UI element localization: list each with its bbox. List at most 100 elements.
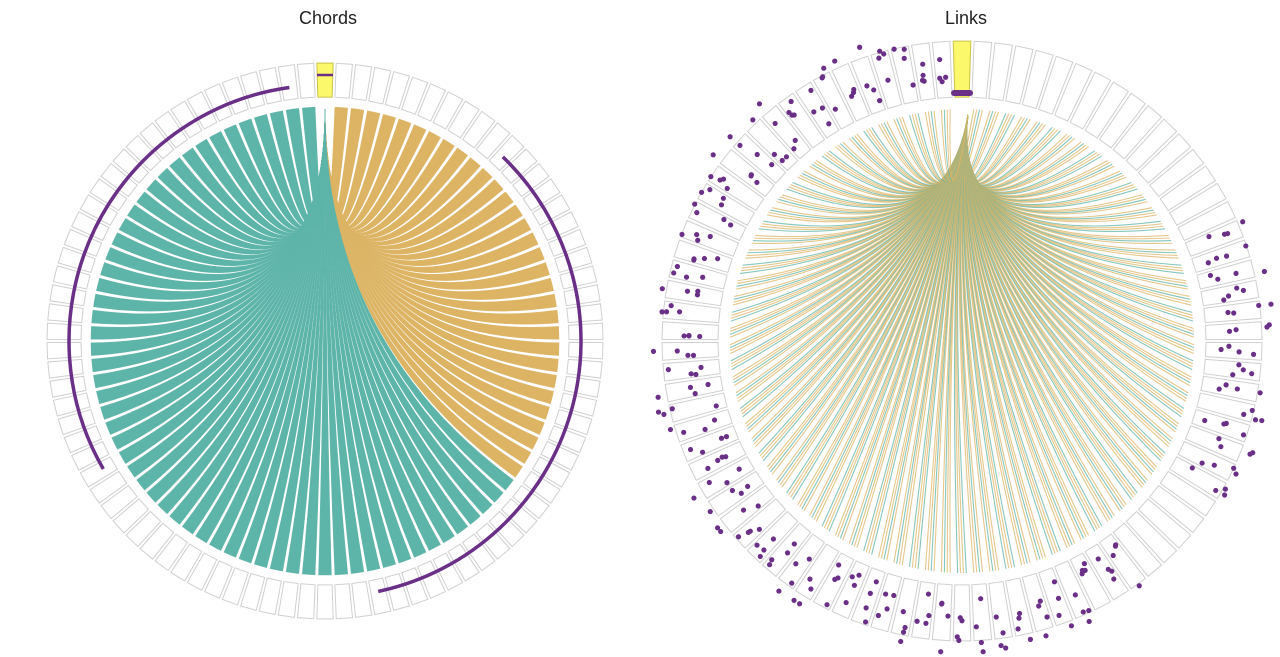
segment-53 [170, 543, 203, 582]
dot-73-3 [679, 231, 685, 238]
dot-88-0 [920, 61, 926, 67]
dot-44-3 [973, 624, 979, 630]
segment-2 [351, 64, 373, 102]
dot-89-1 [937, 56, 943, 63]
dot-84-1 [851, 86, 857, 93]
dot-59-2 [729, 487, 736, 494]
dot-28-3 [1250, 450, 1256, 456]
dot-87-2 [891, 46, 897, 52]
chord-26 [324, 108, 554, 405]
dot-26-2 [1252, 417, 1259, 423]
chord-17 [324, 108, 545, 281]
dot-26-3 [1241, 411, 1247, 417]
segment-50 [221, 567, 249, 606]
dot-19-2 [1207, 272, 1214, 279]
dot-81-3 [788, 98, 794, 105]
segment-86 [239, 71, 266, 110]
dot-69-2 [668, 303, 674, 309]
dot-25-3 [1216, 386, 1222, 392]
segment-27 [1191, 408, 1251, 443]
dot-19-1 [1233, 270, 1239, 277]
segment-25 [563, 375, 601, 398]
dot-85-1 [864, 83, 870, 89]
dot-57-3 [747, 528, 753, 534]
dot-57-1 [756, 526, 762, 532]
dot-22-3 [1226, 328, 1233, 334]
chord-48 [269, 108, 326, 572]
segment-29 [540, 440, 580, 471]
chord-56 [157, 108, 326, 515]
dot-17-1 [1206, 233, 1212, 240]
dot-50-2 [873, 579, 879, 585]
dot-36-1 [1113, 542, 1119, 548]
segment-49 [239, 572, 266, 611]
dot-21-0 [1268, 301, 1274, 307]
segment-58 [100, 484, 138, 520]
segment-79 [125, 134, 162, 172]
dot-53-3 [797, 601, 803, 607]
dot-48-3 [900, 609, 906, 615]
segment-75 [697, 182, 756, 226]
dot-70-1 [695, 288, 701, 294]
segment-8 [1084, 81, 1130, 139]
segment-24 [1203, 358, 1262, 382]
dot-21-1 [1225, 309, 1231, 316]
segment-43 [988, 580, 1014, 640]
dot-84-3 [832, 58, 838, 64]
dot-67-1 [674, 348, 680, 354]
dot-43-1 [993, 614, 999, 620]
dot-46-0 [945, 613, 951, 619]
dot-62-0 [687, 446, 694, 453]
dot-25-2 [1223, 382, 1229, 388]
dot-37-3 [1105, 566, 1111, 572]
dot-39-2 [1080, 609, 1086, 615]
dot-46-3 [939, 601, 945, 607]
dot-78-3 [769, 162, 775, 168]
dot-75-2 [720, 195, 726, 201]
segment-67 [46, 341, 83, 360]
dot-18-2 [1205, 260, 1211, 266]
link-89-3 [949, 109, 969, 182]
dot-24-3 [1240, 367, 1246, 373]
dot-42-2 [1016, 615, 1022, 621]
chord-52 [209, 108, 326, 551]
dot-76-2 [717, 177, 723, 183]
chord-54 [181, 108, 326, 535]
segment-57 [112, 498, 150, 534]
dot-48-0 [902, 624, 908, 631]
dot-25-0 [1257, 390, 1263, 396]
segment-89 [931, 40, 953, 99]
dot-50-3 [862, 619, 869, 625]
segment-36 [1098, 533, 1147, 590]
segment-25 [1200, 375, 1260, 403]
dot-49-3 [891, 592, 897, 599]
dot-17-2 [1221, 231, 1228, 237]
segment-68 [46, 322, 83, 341]
chord-59 [127, 108, 326, 478]
segment-6 [1054, 62, 1093, 122]
segment-22 [567, 322, 604, 341]
chord-47 [285, 108, 326, 574]
segment-55 [761, 522, 812, 578]
segment-39 [417, 560, 447, 599]
dot-23-0 [1236, 349, 1242, 355]
dot-40-2 [1068, 623, 1075, 629]
dot-63-1 [702, 426, 708, 433]
segment-19 [559, 265, 598, 290]
segment-59 [89, 470, 128, 504]
dot-82-0 [819, 105, 826, 111]
segment-71 [52, 265, 91, 290]
dot-66-2 [693, 371, 699, 378]
dot-72-2 [701, 255, 708, 262]
dot-76-0 [708, 174, 714, 180]
chord-25 [324, 108, 557, 389]
segment-52 [186, 552, 218, 591]
chord-24 [324, 108, 559, 373]
chord-30 [324, 108, 532, 464]
dot-78-1 [737, 142, 743, 149]
dot-59-0 [707, 508, 713, 515]
dot-71-0 [683, 274, 690, 280]
dot-80-1 [791, 146, 797, 152]
dot-75-3 [698, 189, 705, 195]
track-arc-1 [377, 155, 583, 594]
